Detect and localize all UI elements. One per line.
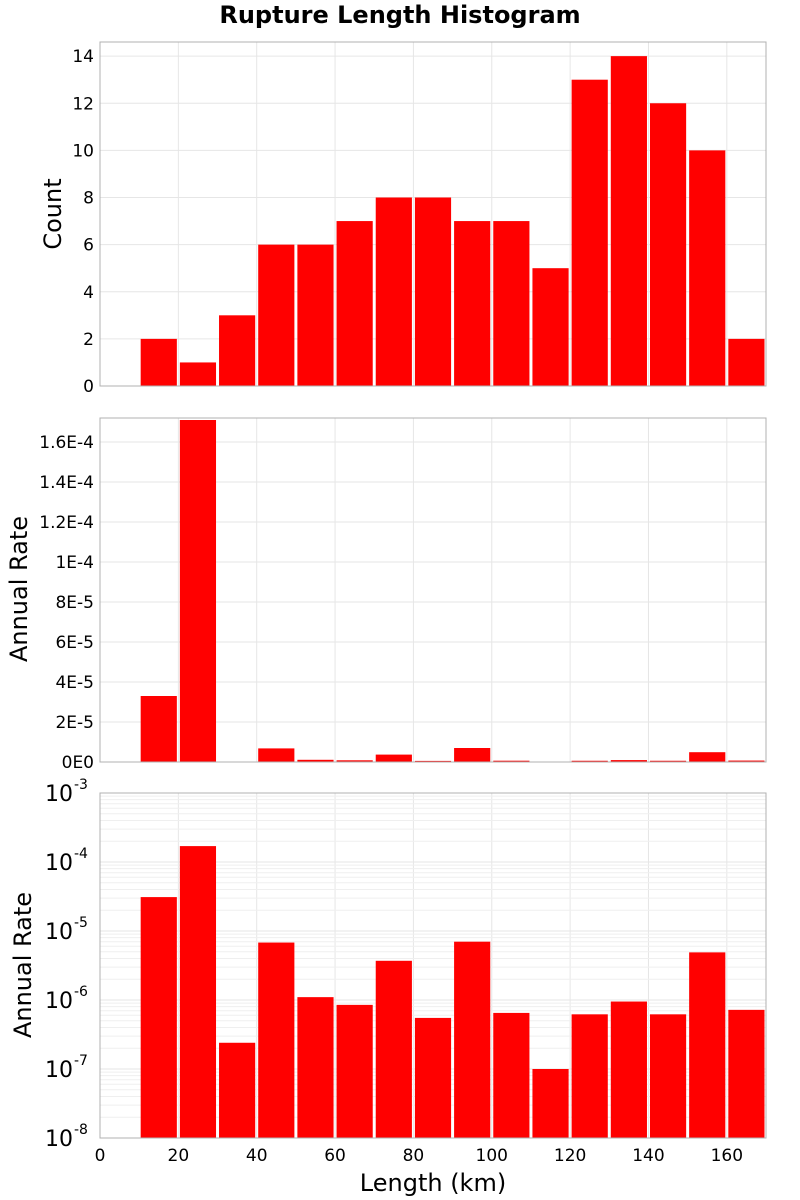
x-tick-label: 100	[476, 1146, 508, 1166]
histogram-bar	[258, 942, 295, 1138]
y-tick-label: 6E-5	[55, 633, 94, 653]
y-tick-label: 2E-5	[55, 713, 94, 733]
histogram-bar	[728, 338, 765, 386]
y-tick-label: 8	[83, 189, 94, 209]
histogram-bar	[649, 760, 687, 762]
histogram-bar	[571, 760, 608, 762]
y-axis-label-annual-rate-log: Annual Rate	[9, 892, 37, 1038]
histogram-bar	[532, 268, 569, 386]
y-tick-label: 1.2E-4	[39, 513, 94, 533]
histogram-bar	[179, 420, 217, 762]
y-tick-label: 10	[45, 782, 73, 807]
histogram-bar	[689, 952, 726, 1138]
y-axis-label-annual-rate: Annual Rate	[5, 516, 33, 662]
histogram-bar	[493, 221, 530, 386]
y-tick-exponent: -4	[74, 846, 88, 862]
y-tick-label: 6	[83, 236, 94, 256]
histogram-bar	[179, 362, 217, 386]
plot-frame	[99, 41, 767, 387]
histogram-bar	[140, 897, 177, 1138]
x-tick-label: 40	[246, 1146, 268, 1166]
x-tick-label: 80	[403, 1146, 425, 1166]
histogram-bar	[336, 221, 373, 386]
histogram-bar	[140, 338, 177, 386]
histogram-bar	[493, 1012, 530, 1138]
histogram-bar	[454, 748, 491, 762]
y-tick-label: 1.6E-4	[39, 433, 94, 453]
y-tick-exponent: -3	[74, 777, 88, 793]
y-tick-label: 1.4E-4	[39, 473, 94, 493]
plot-frame	[99, 792, 767, 1139]
histogram-bar	[689, 150, 726, 386]
x-tick-label: 20	[168, 1146, 190, 1166]
histogram-bar	[728, 760, 765, 762]
annual-rate-linear-panel: 0E0 2E-5 4E-5 6E-5 8E-5 1E-4 1.2E-4 1.4E-4 1.6E-…	[39, 417, 767, 773]
y-tick-label: 14	[72, 47, 94, 67]
histogram-bar	[336, 760, 373, 762]
y-tick-label: 0E0	[62, 753, 94, 773]
histogram-bar	[532, 1069, 569, 1138]
histogram-bar	[414, 197, 452, 386]
y-tick-label: 10	[45, 1127, 73, 1152]
histogram-bar	[493, 760, 530, 762]
y-tick-label: 12	[72, 94, 94, 114]
histogram-bar	[258, 748, 295, 762]
plot-frame	[99, 417, 767, 763]
y-tick-exponent: -5	[74, 915, 88, 931]
histogram-bar	[454, 941, 491, 1138]
y-tick-exponent: -7	[74, 1053, 88, 1069]
histogram-bar	[414, 1017, 452, 1138]
histogram-bar	[219, 1042, 256, 1138]
histogram-bar	[258, 244, 295, 386]
histogram-bar	[179, 846, 217, 1138]
x-tick-label: 0	[95, 1146, 106, 1166]
y-axis-label-count: Count	[39, 178, 67, 249]
histogram-bar	[297, 244, 334, 386]
histogram-bar	[571, 1014, 608, 1138]
y-tick-label: 8E-5	[55, 593, 94, 613]
y-tick-label: 4E-5	[55, 673, 94, 693]
y-tick-label: 10	[45, 989, 73, 1014]
histogram-bar	[689, 752, 726, 762]
histogram-bar	[297, 759, 334, 762]
y-tick-label: 10	[45, 920, 73, 945]
histogram-bar	[649, 103, 687, 386]
x-axis-label: Length (km)	[360, 1169, 506, 1197]
y-tick-exponent: -8	[74, 1122, 88, 1138]
histogram-bar	[414, 760, 452, 762]
annual-rate-log-panel: 10 -810 -710 -610 -510 -410 -30 20 40 60 80 100 120 1…	[45, 777, 767, 1166]
histogram-bar	[375, 754, 412, 762]
x-tick-label: 120	[554, 1146, 586, 1166]
y-tick-exponent: -6	[74, 984, 88, 1000]
histogram-bar	[454, 221, 491, 386]
histogram-bar	[219, 315, 256, 386]
histogram-bar	[610, 56, 647, 386]
histogram-bar	[375, 960, 412, 1138]
y-tick-label: 4	[83, 283, 94, 303]
histogram-bar	[728, 1009, 765, 1138]
histogram-bar	[571, 79, 608, 386]
histogram-bar	[336, 1004, 373, 1138]
count-histogram-panel: 0 2 4 6 8 10 12 14	[72, 41, 767, 397]
y-tick-label: 1E-4	[55, 553, 94, 573]
x-tick-label: 160	[711, 1146, 743, 1166]
histogram-bar	[610, 1001, 647, 1138]
y-tick-label: 2	[83, 330, 94, 350]
x-tick-label: 60	[324, 1146, 346, 1166]
chart-title: Rupture Length Histogram	[219, 1, 580, 29]
y-tick-label: 10	[72, 141, 94, 161]
histogram-bar	[140, 696, 177, 762]
histogram-bar	[649, 1014, 687, 1138]
y-tick-label: 10	[45, 851, 73, 876]
histogram-bar	[375, 197, 412, 386]
y-tick-label: 10	[45, 1058, 73, 1083]
y-tick-label: 0	[83, 377, 94, 397]
x-tick-label: 140	[632, 1146, 664, 1166]
histogram-bar	[610, 760, 647, 762]
histogram-bar	[297, 997, 334, 1138]
